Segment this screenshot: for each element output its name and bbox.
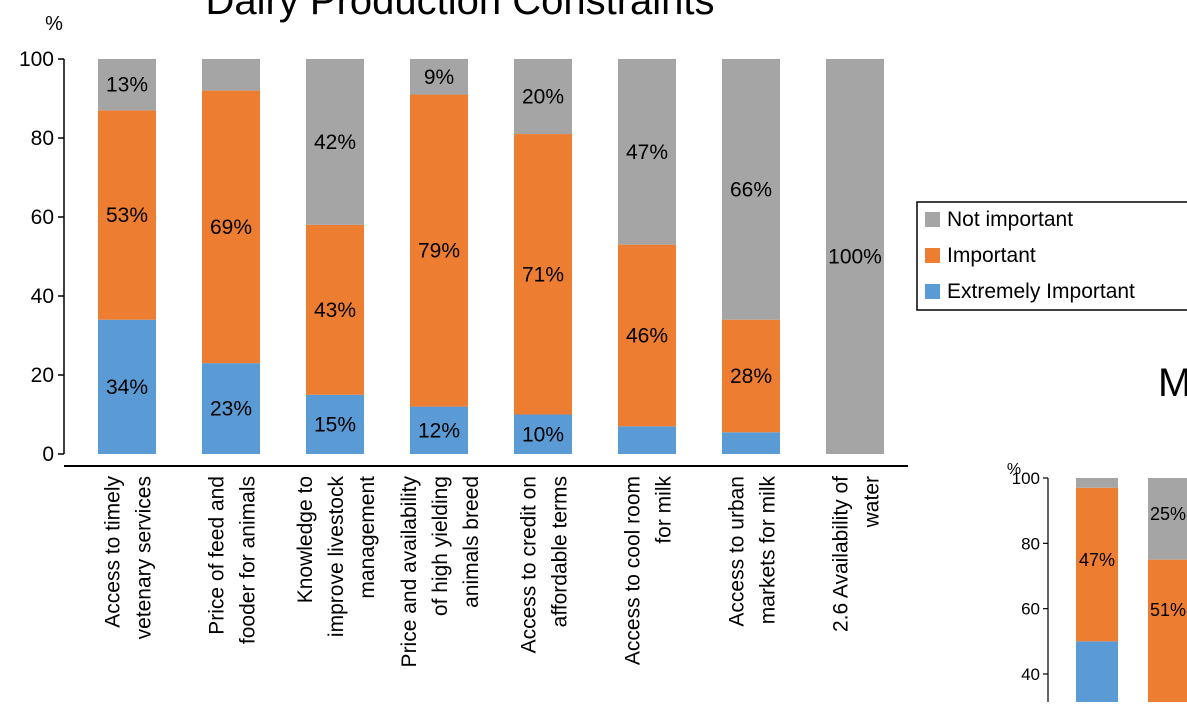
x-tick-label: Access to timely [102, 476, 125, 628]
x-tick-label: vetenary services [133, 476, 156, 639]
bars-group: 34% 53% 13% 23% 69% 15% 43% 42% 12% 79% 9% 10% 71% 20… [98, 59, 884, 454]
x-tick-label: Price and availability [398, 476, 421, 668]
data-label: 28% [730, 365, 772, 388]
y-tick-label-0: 0 [42, 443, 54, 466]
legend-swatch [925, 212, 940, 227]
x-tick-label: 2.6 Availability of [830, 476, 853, 632]
bar-segment-extremely-important [98, 319, 156, 454]
legend-swatch [925, 284, 940, 299]
legend: Not important Important Extremely Importan… [916, 201, 1187, 311]
bar-segment-important [514, 134, 572, 415]
second-bar-segment-important [1076, 487, 1118, 642]
data-label: 100% [828, 246, 882, 269]
second-y-tick-label-60: 60 [1021, 600, 1040, 619]
x-tick-label: markets for milk [757, 476, 780, 625]
legend-box [916, 201, 1187, 311]
x-tick-label: Knowledge to [294, 476, 317, 603]
legend-entry: Not important [947, 208, 1073, 231]
bar-segment-not-important [514, 59, 572, 135]
x-tick-label: for milk [653, 476, 676, 544]
second-bar-segment-important [1148, 559, 1187, 702]
data-label: 9% [424, 66, 454, 89]
second-bar-segment-extremely-important [1076, 641, 1118, 702]
x-tick-label: affordable terms [549, 476, 572, 627]
second-y-axis: 40 60 80 100 [1012, 469, 1049, 702]
second-bar-segment-not-important [1076, 478, 1118, 488]
data-label: 13% [106, 74, 148, 97]
bar-segment-not-important [306, 59, 364, 225]
data-label: 43% [314, 299, 356, 322]
bar-segment-important [306, 224, 364, 395]
data-label: 23% [210, 398, 252, 421]
legend-entry: Extremely Important [947, 280, 1135, 303]
bar-segment-important [410, 94, 468, 407]
bar-segment-not-important [826, 59, 884, 454]
data-label: 46% [626, 325, 668, 348]
second-y-axis-label: % [1007, 461, 1021, 478]
x-tick-label: water [861, 476, 884, 528]
second-chart-title: M [1158, 361, 1187, 405]
second-data-label: 51% [1150, 600, 1186, 620]
data-label: 10% [522, 423, 564, 446]
data-label: 71% [522, 263, 564, 286]
data-label: 15% [314, 413, 356, 436]
bar-segment-not-important [722, 59, 780, 320]
y-tick-label-40: 40 [31, 285, 54, 308]
x-tick-label: Access to credit on [518, 476, 541, 653]
y-axis: 0 20 40 60 80 100 [19, 48, 908, 467]
x-axis-labels: Access to timely vetenary services Price o… [102, 476, 884, 668]
chart-title: Dairy Production Constraints [205, 0, 714, 23]
bar-segment-extremely-important [410, 406, 468, 454]
legend-entry: Important [947, 244, 1036, 267]
x-tick-label: improve livestock [325, 476, 348, 638]
bar-segment-not-important [202, 59, 260, 91]
second-y-tick-label-40: 40 [1021, 665, 1040, 684]
bar-segment-not-important [410, 59, 468, 95]
second-chart: M % 40 60 80 100 47% 25% 51% [1007, 361, 1187, 702]
bar-segment-extremely-important [722, 432, 780, 454]
main-chart: Dairy Production Constraints % 0 20 40 60 80… [19, 0, 1187, 667]
x-tick-label: fooder for animals [237, 476, 260, 644]
bar-segment-important [98, 110, 156, 320]
data-label: 79% [418, 240, 460, 263]
second-data-label: 25% [1150, 504, 1186, 524]
x-tick-label: of high yielding [429, 476, 452, 616]
second-y-tick-label-100: 100 [1012, 469, 1040, 488]
bar-segment-extremely-important [618, 426, 676, 454]
y-tick-label-20: 20 [31, 364, 54, 387]
x-tick-label: Access to urban [726, 476, 749, 627]
bar-segment-important [618, 244, 676, 427]
second-bars-group: 47% 25% 51% [1076, 478, 1187, 702]
second-bar-segment-not-important [1148, 478, 1187, 560]
second-data-label: 47% [1079, 550, 1115, 570]
second-y-tick-label-80: 80 [1021, 534, 1040, 553]
bar-segment-extremely-important [514, 414, 572, 454]
bar-segment-not-important [618, 59, 676, 245]
data-label: 69% [210, 216, 252, 239]
bar-segment-important [722, 319, 780, 433]
bar-segment-extremely-important [202, 363, 260, 454]
x-tick-label: Access to cool room [622, 476, 645, 665]
data-label: 42% [314, 131, 356, 154]
y-tick-label-100: 100 [19, 48, 54, 71]
x-tick-label: animals breed [460, 476, 483, 608]
data-label: 12% [418, 419, 460, 442]
data-label: 53% [106, 204, 148, 227]
bar-segment-important [202, 90, 260, 364]
y-axis-label: % [45, 13, 63, 35]
bar-segment-not-important [98, 59, 156, 111]
y-tick-label-60: 60 [31, 206, 54, 229]
y-tick-label-80: 80 [31, 127, 54, 150]
data-label: 34% [106, 376, 148, 399]
x-tick-label: management [356, 476, 379, 599]
bar-segment-extremely-important [306, 394, 364, 454]
data-label: 47% [626, 141, 668, 164]
x-tick-label: Price of feed and [206, 476, 229, 635]
data-label: 20% [522, 86, 564, 109]
legend-swatch [925, 248, 940, 263]
data-label: 66% [730, 178, 772, 201]
